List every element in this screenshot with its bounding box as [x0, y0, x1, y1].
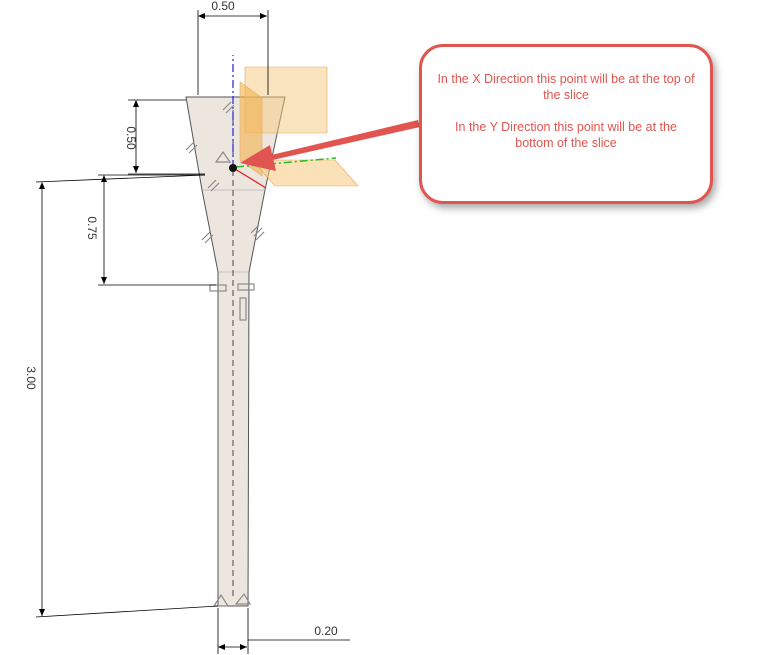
callout-arrow: [240, 120, 420, 171]
dimension-overall-height: [35, 174, 219, 618]
dimension-top-width: [197, 10, 269, 95]
callout-box: In the X Direction this point will be at…: [419, 44, 713, 204]
dimension-flare-height-label: 0.50: [124, 126, 138, 150]
callout-text-x: In the X Direction this point will be at…: [437, 72, 695, 102]
constraint-icons: [185, 101, 265, 607]
dimension-overall-height-label: 3.00: [24, 366, 38, 390]
dimension-taper-height: [98, 174, 216, 286]
dimension-bottom-width-label: 0.20: [314, 624, 338, 638]
dimension-taper-height-label: 0.75: [85, 216, 99, 240]
dimension-top-width-label: 0.50: [211, 0, 235, 13]
origin-point: [229, 164, 237, 172]
x-axis: [234, 168, 267, 189]
sketch-plane: [239, 66, 359, 187]
dimension-bottom-width: [217, 608, 350, 654]
callout-text-y: In the Y Direction this point will be at…: [455, 120, 677, 150]
dimension-flare-height: [128, 99, 205, 175]
